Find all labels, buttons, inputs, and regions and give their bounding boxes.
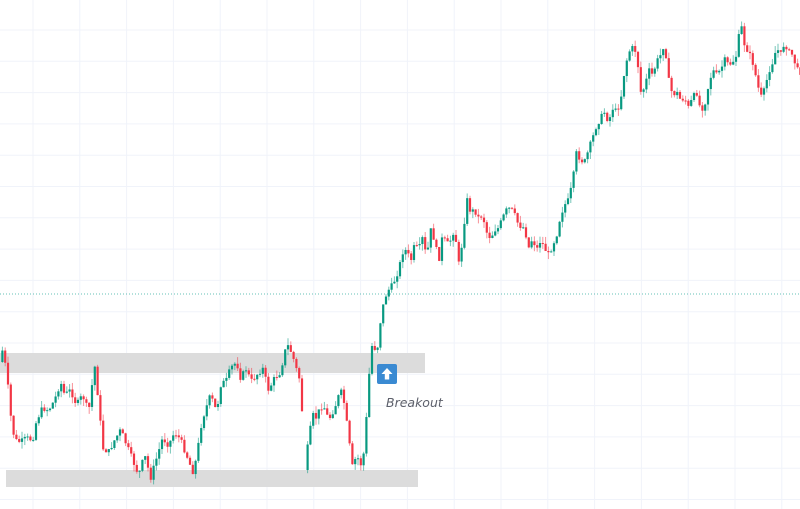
resistance-zone [0,353,425,373]
breakout-marker[interactable] [377,364,397,384]
candles [1,21,800,485]
price-zones [0,353,425,487]
support-zone [6,470,418,487]
breakout-label: Breakout [386,395,443,410]
arrow-up-icon [381,368,393,380]
